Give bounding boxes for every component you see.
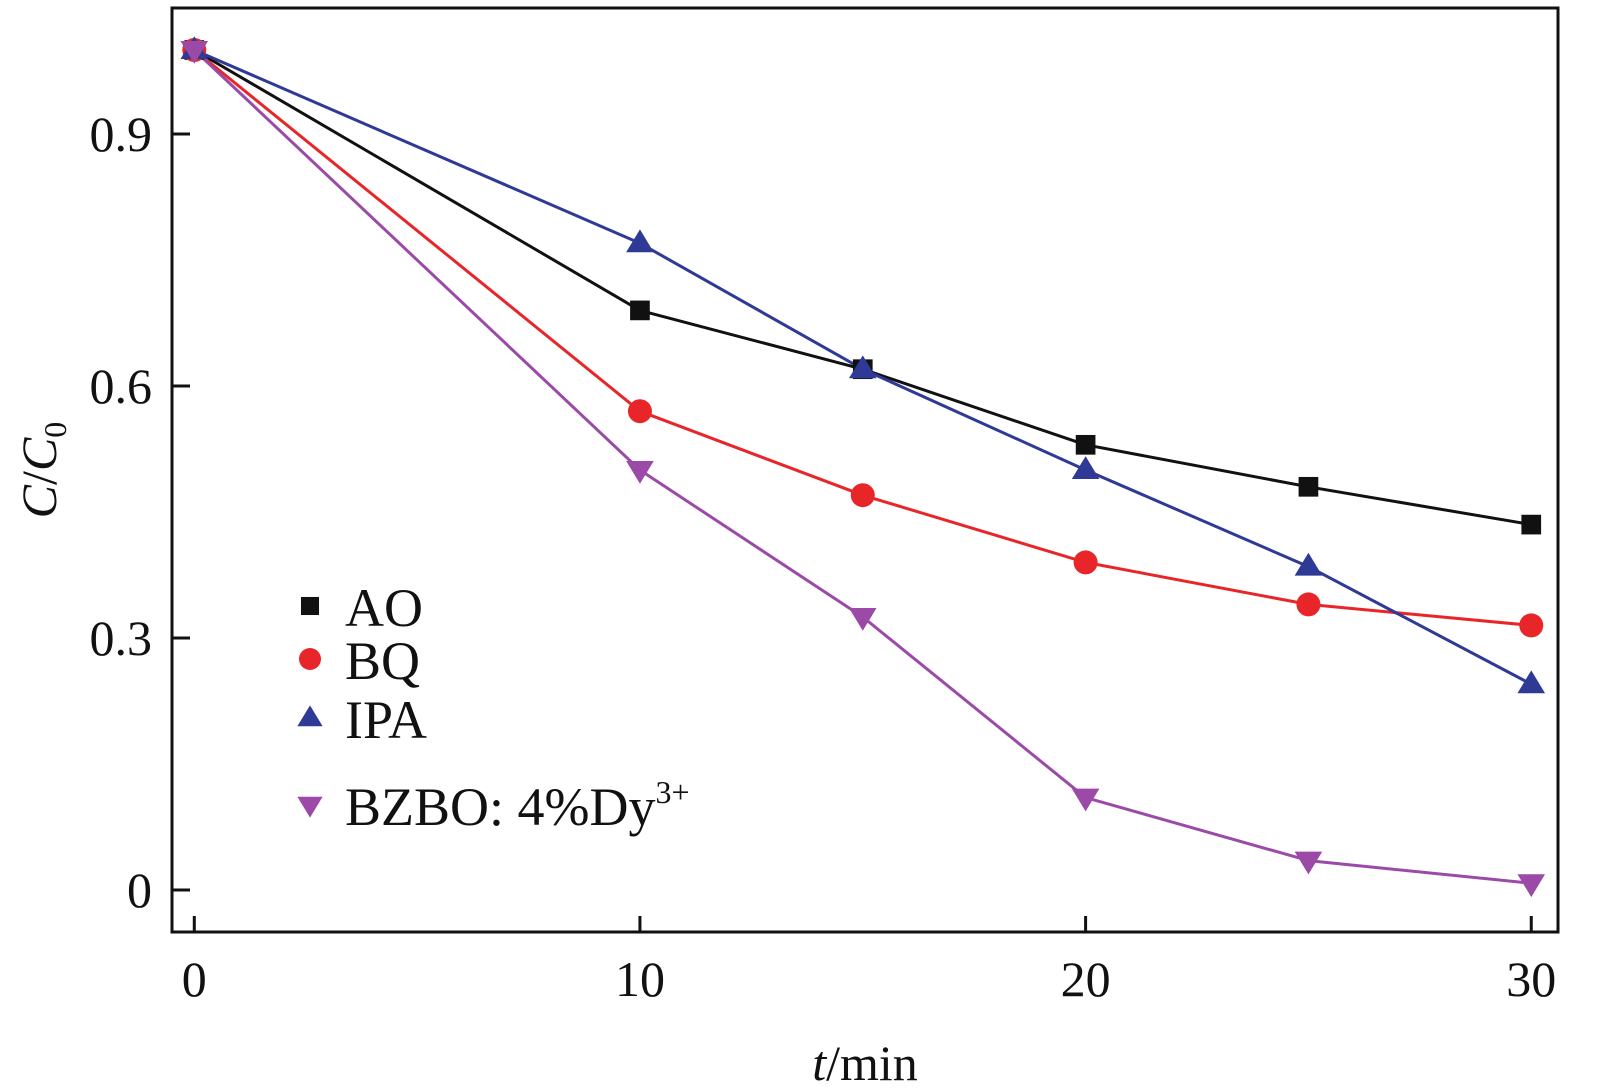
data-point-bzbo-4-dy [180,41,209,64]
x-tick-label: 30 [1506,951,1556,1007]
plot-frame [170,6,1560,934]
data-point-bq [1519,613,1544,638]
legend-marker [297,796,323,818]
series-line-ao [193,48,1532,527]
y-tick-label: 0.3 [90,610,153,666]
legend-marker [299,648,321,670]
data-point-bq [850,483,875,508]
legend-label: AO [345,578,423,638]
legend-label: BZBO: 4%Dy3+ [345,774,690,837]
data-point-bq [1296,592,1321,617]
data-point-ipa [848,355,877,379]
data-point-bzbo-4-dy [848,608,877,631]
y-axis-label: C/C0 [11,422,73,519]
data-point-ao [1521,514,1542,535]
series-line-bzbo-4-dy [193,48,1532,885]
data-point-bzbo-4-dy [1071,788,1100,812]
x-tick-label: 20 [1061,951,1111,1007]
legend-marker [297,705,323,727]
data-point-bzbo-4-dy [1517,874,1546,898]
series-lines [193,48,1532,885]
data-point-bzbo-4-dy [626,461,654,484]
series-line-ipa [193,48,1532,686]
axis-ticks: 0 10 20 30 0 0.3 0.6 0.9 [90,106,1557,1007]
series-markers [180,36,1546,898]
data-point-ipa [1071,456,1100,479]
x-tick-label: 0 [182,951,207,1007]
y-tick-label: 0 [127,862,152,918]
data-point-ao [630,300,650,321]
x-tick-label: 10 [615,951,665,1007]
legend-marker [300,596,320,616]
data-point-bq [627,399,652,424]
data-point-bzbo-4-dy [1294,851,1323,875]
x-axis-label: t/min [812,1035,918,1088]
data-point-ao [1298,476,1319,497]
data-point-bq [1073,550,1098,575]
legend-label: BQ [345,631,420,691]
data-point-ipa [626,229,654,253]
data-point-ipa [1294,552,1323,576]
y-tick-label: 0.9 [90,106,153,162]
y-tick-label: 0.6 [90,358,153,414]
series-line-bq [193,48,1532,627]
data-point-ao [1075,434,1096,455]
legend-label: IPA [345,690,427,750]
data-point-ipa [1517,670,1546,694]
